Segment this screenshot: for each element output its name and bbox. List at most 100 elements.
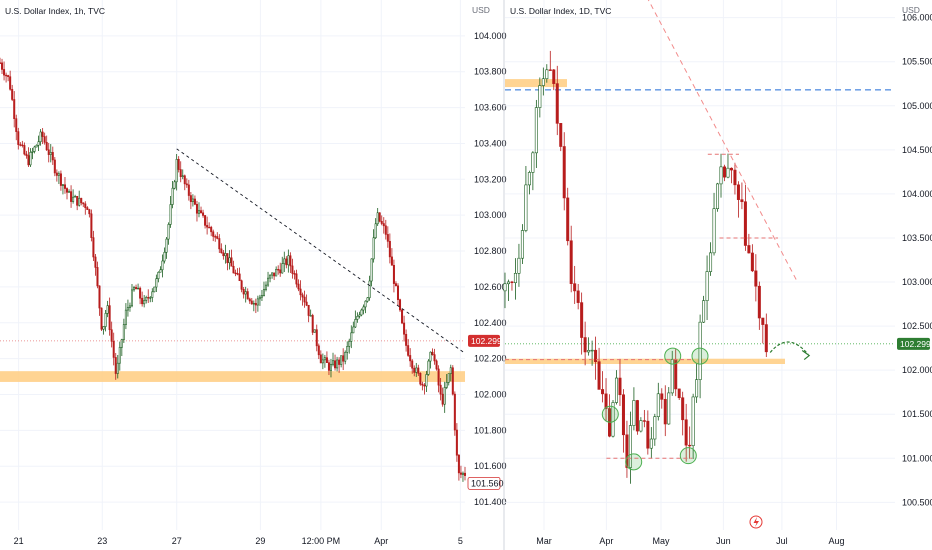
candle-body (128, 305, 131, 308)
candle-body (13, 99, 16, 119)
candle-body (380, 220, 383, 224)
candle-body (421, 383, 424, 386)
candle-body (348, 341, 351, 347)
candle-body (449, 367, 452, 374)
candle-body (642, 420, 646, 422)
candle-body (11, 88, 14, 100)
candle-body (417, 367, 420, 374)
candle-body (459, 472, 462, 475)
candle-body (167, 224, 170, 240)
y-tick-label: 104.000 (902, 189, 932, 199)
right-trendline (647, 0, 798, 283)
right-price-badge (897, 337, 930, 350)
right-projection-arrow (769, 341, 809, 355)
candle-body (106, 305, 109, 314)
arrow-head (801, 350, 811, 361)
candle-body (102, 326, 105, 330)
candle-body (569, 240, 573, 284)
candle-body (332, 360, 335, 365)
right-axis-unit: USD (902, 5, 920, 15)
right-support-zone (505, 358, 785, 364)
candle-body (189, 195, 192, 203)
candle-body (59, 173, 62, 186)
right-chart-panel[interactable]: U.S. Dollar Index, 1D, TVC USD 106.00010… (503, 0, 932, 546)
right-x-axis-ticks: Mar Apr May Jun Jul Aug (536, 536, 844, 546)
y-tick-label: 102.800 (474, 246, 507, 256)
candle-body (80, 197, 83, 204)
candle-body (126, 307, 129, 311)
y-tick-label: 102.600 (474, 282, 507, 292)
candle-body (390, 256, 393, 266)
candle-body (183, 175, 186, 185)
candle-body (362, 306, 365, 311)
candle-body (309, 315, 312, 317)
candle-body (157, 271, 160, 279)
candle-body (7, 75, 10, 78)
candle-body (193, 198, 196, 205)
candle-body (376, 212, 379, 225)
candle-body (757, 285, 761, 319)
left-chart-panel[interactable]: U.S. Dollar Index, 1h, TVC USD 104.00010… (0, 0, 507, 546)
candle-body (72, 196, 75, 202)
candle-body (747, 245, 751, 254)
candle-body (431, 351, 434, 355)
candle-body (202, 212, 205, 216)
flash-icon[interactable] (749, 515, 763, 529)
x-tick-label: Mar (536, 536, 552, 546)
y-tick-label: 104.500 (902, 145, 932, 155)
candle-body (153, 286, 156, 293)
candle-body (163, 251, 166, 262)
candle-body (230, 257, 233, 267)
candle-body (258, 296, 261, 300)
x-tick-label: Aug (828, 536, 844, 546)
pattern-circle (664, 347, 682, 365)
candle-body (27, 155, 30, 166)
candle-body (604, 393, 608, 409)
y-tick-label: 101.600 (474, 461, 507, 471)
candle-body (429, 351, 432, 362)
candle-body (709, 252, 713, 272)
candle-body (15, 118, 18, 132)
candle-body (364, 300, 367, 308)
candle-body (663, 399, 667, 425)
left-grid (0, 0, 465, 530)
candle-body (208, 226, 211, 229)
candle-body (210, 226, 213, 233)
candle-body (218, 238, 221, 250)
candle-body (299, 288, 302, 296)
candle-body (256, 298, 259, 306)
candle-body (133, 287, 136, 291)
candle-body (63, 184, 66, 189)
y-tick-label: 105.000 (902, 101, 932, 111)
candle-body (342, 355, 345, 362)
candle-body (653, 416, 657, 440)
left-price-label: 102.299 (471, 336, 502, 346)
candle-body (90, 213, 93, 238)
candle-body (534, 107, 538, 154)
candle-body (204, 215, 207, 226)
candle-body (173, 181, 176, 189)
candle-body (618, 377, 622, 396)
candle-body (319, 354, 322, 364)
candle-body (338, 359, 341, 365)
candle-body (135, 287, 138, 290)
candle-body (443, 387, 446, 405)
candle-body (25, 153, 28, 156)
candle-body (19, 144, 22, 146)
candle-body (120, 339, 123, 348)
candle-body (281, 263, 284, 274)
candle-body (677, 388, 681, 399)
candle-body (382, 223, 385, 227)
candle-body (53, 159, 56, 174)
candle-body (646, 420, 650, 449)
y-tick-label: 104.000 (474, 31, 507, 41)
candle-body (39, 131, 42, 143)
candle-body (366, 297, 369, 302)
right-price-label: 102.299 (900, 339, 931, 349)
candle-body (242, 289, 245, 295)
y-tick-label: 102.000 (474, 389, 507, 399)
candle-body (660, 393, 664, 400)
candle-body (185, 183, 188, 186)
candle-body (76, 195, 79, 206)
